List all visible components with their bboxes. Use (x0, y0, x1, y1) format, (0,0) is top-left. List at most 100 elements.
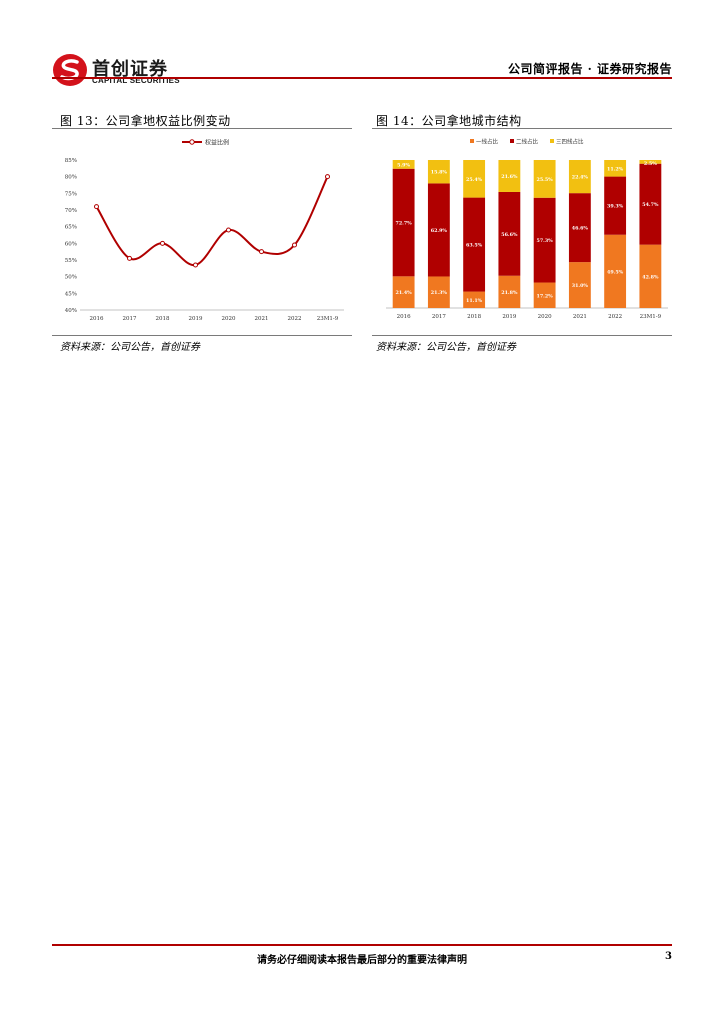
bar-data-label: 25.5% (537, 177, 554, 183)
data-point (325, 174, 330, 180)
bar-data-label: 21.3% (431, 290, 448, 296)
bar-segment (463, 197, 486, 292)
legend-label: 二线占比 (516, 138, 539, 146)
y-tick-label: 45% (65, 291, 77, 297)
data-point (160, 240, 165, 246)
x-tick-label: 2018 (467, 314, 481, 320)
x-tick-label: 2022 (608, 314, 622, 320)
data-point (127, 255, 132, 261)
bar-segment (533, 197, 556, 283)
y-tick-label: 55% (65, 258, 77, 264)
bar-segment (498, 160, 521, 192)
x-tick-label: 2017 (123, 316, 137, 322)
bar-data-label: 63.5% (466, 243, 483, 249)
y-tick-label: 50% (65, 275, 77, 281)
legend-label: 三四线占比 (556, 138, 584, 146)
bar-data-label: 54.7% (642, 202, 659, 208)
y-tick-label: 70% (65, 208, 77, 214)
figure14-source-divider (372, 335, 672, 336)
data-point (292, 242, 297, 248)
legend-swatch (510, 139, 514, 143)
bar-segment (392, 276, 415, 308)
legend-label: 一线占比 (476, 138, 499, 146)
x-tick-label: 23M1-9 (317, 316, 339, 322)
bar-segment (568, 160, 591, 194)
bar-segment (533, 160, 556, 198)
data-point (259, 249, 264, 255)
bar-segment (463, 160, 486, 198)
y-tick-label: 40% (65, 308, 77, 314)
logo-chinese-text: 首创证券 (92, 59, 168, 80)
x-tick-label: 2021 (573, 314, 587, 320)
bar-data-label: 2.5% (644, 161, 657, 167)
y-tick-label: 75% (65, 191, 77, 197)
series-line-equity-ratio (95, 176, 329, 267)
bar-segment (427, 183, 450, 277)
bar-segment (639, 160, 662, 164)
x-tick-label: 23M1-9 (640, 314, 662, 320)
figure13-title: 图 13：公司拿地权益比例变动 (60, 114, 231, 128)
bar-segment (639, 244, 662, 308)
data-point (226, 227, 231, 233)
bar-data-label: 72.7% (396, 221, 413, 227)
page-number: 3 (665, 951, 672, 962)
bar-segment (427, 276, 450, 308)
company-logo: 首创证券 CAPITAL SECURITIES (52, 52, 192, 88)
figure13-title-divider (52, 128, 352, 129)
bar-segment (604, 160, 627, 177)
bar-segment (568, 262, 591, 308)
bar-data-label: 57.3% (537, 238, 554, 244)
bar-segment (427, 160, 450, 184)
y-tick-label: 80% (65, 175, 77, 181)
y-tick-label: 65% (65, 225, 77, 231)
bar-segment (604, 234, 627, 308)
x-tick-label: 2016 (397, 314, 411, 320)
y-tick-label: 60% (65, 241, 77, 247)
footer-divider (52, 944, 672, 946)
report-type-title: 公司简评报告 · 证券研究报告 (507, 62, 672, 76)
figure13-source: 资料来源：公司公告，首创证券 (60, 342, 200, 353)
legend-swatch (550, 139, 554, 143)
bar-data-label: 46.6% (572, 226, 589, 232)
bar-data-label: 5.9% (397, 162, 410, 168)
bar-data-label: 62.9% (431, 228, 448, 234)
x-tick-label: 2020 (538, 314, 552, 320)
legend-label: 权益比例 (205, 139, 229, 147)
header-divider (52, 77, 672, 79)
x-tick-label: 2017 (432, 314, 446, 320)
data-point (193, 262, 198, 268)
x-tick-label: 2021 (255, 316, 269, 322)
x-tick-label: 2019 (502, 314, 516, 320)
bar-data-label: 42.8% (642, 274, 659, 280)
bar-data-label: 21.4% (396, 290, 413, 296)
figure13-line-chart: 权益比例 40% 45% 50% 55% 60% 65% 70% 75% 80% 85% 2016 20… (65, 139, 344, 322)
bar-segment (604, 176, 627, 235)
legend-marker-swatch (189, 139, 195, 145)
figure14-stacked-bar-chart: 一线占比 二线占比 三四线占比 2016 2017 2018 2019 2020 2021 202… (386, 138, 668, 320)
x-tick-label: 2016 (90, 316, 104, 322)
bar-data-label: 21.6% (501, 174, 518, 180)
bar-segment (498, 275, 521, 308)
legal-disclaimer: 请务必仔细阅读本报告最后部分的重要法律声明 (257, 955, 467, 966)
bar-segment (392, 160, 415, 169)
figure14-title-divider (372, 128, 672, 129)
bar-data-label: 25.4% (466, 177, 483, 183)
bar-segment (639, 163, 662, 245)
logo-english-text: CAPITAL SECURITIES (92, 76, 180, 85)
data-point (94, 204, 99, 210)
bar-segment (533, 282, 556, 308)
x-tick-label: 2018 (156, 316, 170, 322)
x-tick-label: 2022 (288, 316, 302, 322)
bar-data-label: 56.6% (501, 232, 518, 238)
logo-mark-icon (53, 54, 87, 86)
bar-segment (392, 168, 415, 277)
bar-data-label: 22.4% (572, 175, 589, 181)
x-tick-label: 2020 (222, 316, 236, 322)
bar-segment (568, 193, 591, 263)
bar-data-label: 21.8% (501, 290, 518, 296)
figure13-source-divider (52, 335, 352, 336)
bar-data-label: 11.1% (466, 298, 483, 304)
bar-data-label: 39.3% (607, 204, 624, 210)
bar-data-label: 31.0% (572, 283, 589, 289)
bar-data-label: 49.5% (607, 269, 624, 275)
